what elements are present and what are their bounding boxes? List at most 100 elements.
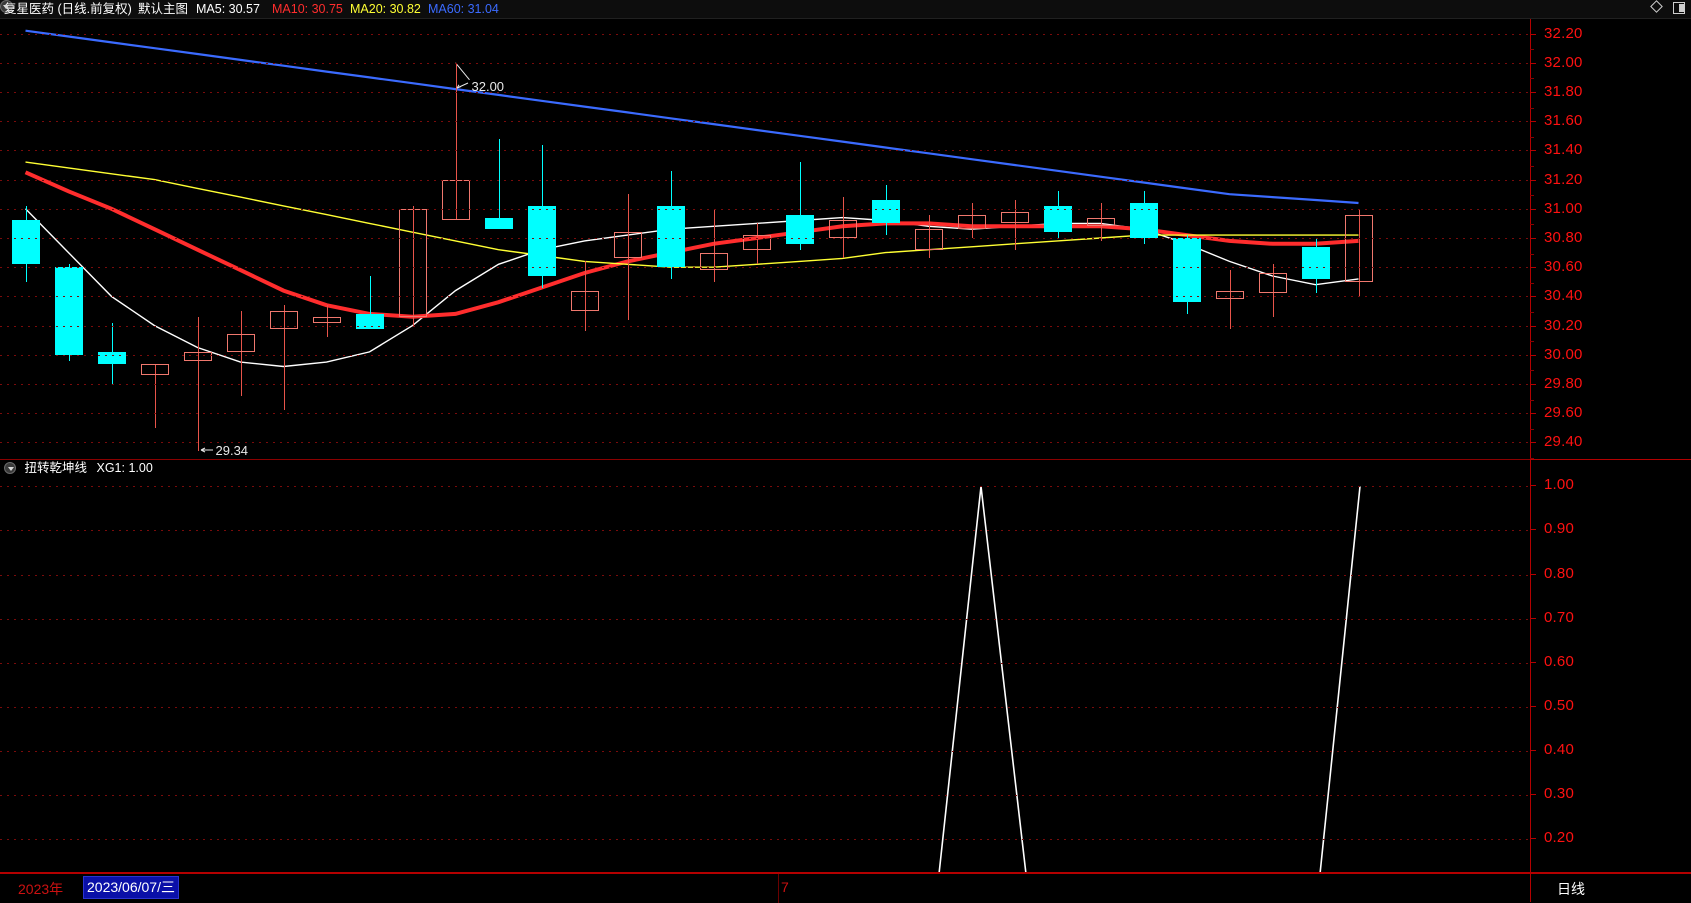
candle-wick <box>1015 200 1016 250</box>
tick-label: 0.30 <box>1544 784 1574 802</box>
tick-label: 31.00 <box>1544 199 1583 217</box>
chevron-down-circle-icon[interactable] <box>4 462 16 474</box>
tick-label: 30.00 <box>1544 345 1583 363</box>
indicator-name[interactable]: 扭转乾坤线 <box>24 461 87 475</box>
ma-line-ma20 <box>25 161 1359 268</box>
price-gridline <box>0 121 1530 123</box>
candle-body <box>270 311 298 329</box>
candle-body <box>399 208 427 317</box>
annotation-connector <box>455 62 470 81</box>
indicator-gridline <box>0 794 1530 796</box>
price-gridline <box>0 92 1530 93</box>
axis-bottom-rule <box>0 872 1691 873</box>
month-label: 7 <box>781 879 789 895</box>
candle-wick <box>198 316 199 452</box>
tick-mark <box>1530 354 1536 356</box>
tick-mark <box>1530 749 1536 751</box>
tick-label: 0.20 <box>1544 828 1574 846</box>
candle-body <box>528 205 556 276</box>
indicator-axis-tick: 0.30 <box>1530 785 1691 802</box>
candle-wick <box>714 208 715 282</box>
price-axis-tick: 29.80 <box>1530 375 1691 392</box>
tick-label: 32.00 <box>1544 53 1583 71</box>
price-axis-minor-tick <box>1530 370 1534 372</box>
indicator-line-series <box>938 486 1361 873</box>
indicator-title-bar: 扭转乾坤线 XG1: 1.00 <box>0 460 153 476</box>
main-scheme-label[interactable]: 默认主图 <box>138 2 189 16</box>
date-axis[interactable]: 2023年 7 2023/06/07/三 <box>0 873 1530 903</box>
tick-mark <box>1530 661 1536 663</box>
symbol-title[interactable]: 复星医药 (日线.前复权) <box>4 2 132 16</box>
indicator-axis-tick: 0.20 <box>1530 829 1691 846</box>
high-price-value: 32.00 <box>471 78 505 94</box>
price-axis-minor-tick <box>1530 166 1534 167</box>
candle-body <box>872 200 900 224</box>
diamond-outline-icon[interactable] <box>1649 0 1663 13</box>
low-price-annotation: 29.34 <box>200 443 249 459</box>
candle-body <box>657 205 685 268</box>
tick-label: 0.70 <box>1544 608 1574 626</box>
tick-mark <box>1530 793 1536 795</box>
price-axis-tick: 29.60 <box>1530 404 1691 421</box>
candle-body <box>614 232 642 259</box>
indicator-chart-pane[interactable] <box>0 459 1530 873</box>
price-axis-minor-tick <box>1530 49 1534 51</box>
candle-body <box>1259 273 1287 294</box>
tick-label: 29.60 <box>1544 404 1583 422</box>
candle-body <box>571 290 599 311</box>
price-axis-tick: 30.00 <box>1530 346 1691 363</box>
candle-wick <box>370 275 371 323</box>
tick-label: 31.40 <box>1544 141 1583 159</box>
price-axis-minor-tick <box>1530 458 1534 459</box>
indicator-axis-tick: 0.80 <box>1530 565 1691 582</box>
indicator-value: XG1: 1.00 <box>96 461 153 475</box>
candle-body <box>485 217 513 230</box>
xg1-line <box>938 486 1361 873</box>
candle-wick <box>1273 264 1274 317</box>
tick-mark <box>1530 179 1536 181</box>
candle-wick <box>155 363 156 428</box>
price-chart-pane[interactable]: 32.00 <box>0 19 1530 457</box>
price-gridline <box>0 354 1530 356</box>
tick-label: 0.80 <box>1544 564 1574 582</box>
candle-wick <box>757 223 758 265</box>
tick-mark <box>1530 208 1536 210</box>
indicator-gridline <box>0 574 1530 576</box>
price-axis-tick: 31.40 <box>1530 141 1691 158</box>
tick-label: 30.80 <box>1544 229 1583 246</box>
chevron-down-circle-icon[interactable] <box>0 0 13 13</box>
candle-body <box>1044 205 1072 233</box>
tick-label: 0.60 <box>1544 652 1574 670</box>
ma10-legend: MA10: 30.75 <box>272 2 343 16</box>
indicator-gridline <box>0 486 1530 488</box>
tick-label: 30.40 <box>1544 287 1583 305</box>
tick-mark <box>1530 121 1536 123</box>
indicator-gridline <box>0 706 1530 708</box>
tick-mark <box>1530 325 1536 327</box>
price-gridline <box>0 384 1530 385</box>
tick-label: 30.60 <box>1544 258 1583 276</box>
chart-header-bar: 复星医药 (日线.前复权) 默认主图 MA5: 30.57 MA10: 30.7… <box>0 0 1691 19</box>
price-axis-minor-tick <box>1530 312 1534 313</box>
indicator-axis-tick: 1.00 <box>1530 476 1691 493</box>
timeframe-box[interactable]: 日线 <box>1530 873 1691 902</box>
candle-body <box>98 351 126 364</box>
ma60-legend: MA60: 31.04 <box>428 2 499 16</box>
low-price-value: 29.34 <box>215 443 249 459</box>
indicator-axis-tick: 0.70 <box>1530 609 1691 626</box>
price-gridline <box>0 267 1530 269</box>
selected-date-badge[interactable]: 2023/06/07/三 <box>83 876 179 899</box>
right-price-axis[interactable]: 32.20 32.00 31.80 31.60 31.40 31.20 31.00 30.80… <box>1530 19 1691 873</box>
price-axis-minor-tick <box>1530 136 1534 138</box>
ma-line-ma60 <box>25 29 1359 205</box>
candle-body <box>141 363 169 376</box>
price-axis-tick: 32.20 <box>1530 25 1691 42</box>
axis-vertical-rule <box>1530 19 1531 873</box>
panel-toggle-icon[interactable] <box>1673 2 1685 14</box>
price-gridline <box>0 238 1530 239</box>
price-axis-tick: 32.00 <box>1530 54 1691 71</box>
indicator-axis-tick: 0.40 <box>1530 741 1691 758</box>
price-gridline <box>0 150 1530 152</box>
axis-pane-separator <box>1530 459 1691 460</box>
price-gridline <box>0 325 1530 327</box>
